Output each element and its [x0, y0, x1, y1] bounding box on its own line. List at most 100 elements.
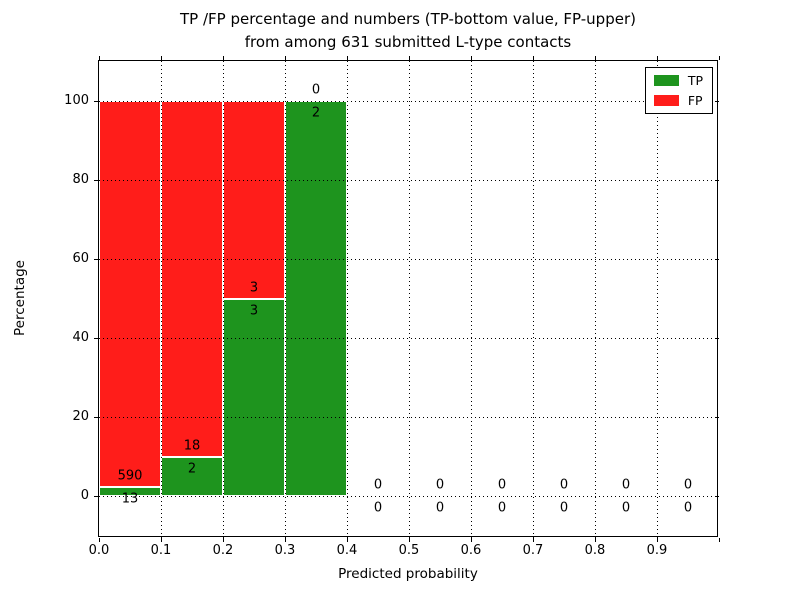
- y-tick-mark-right: [715, 258, 719, 260]
- y-tick-mark-right: [715, 179, 719, 181]
- chart-title-line2: from among 631 submitted L-type contacts: [244, 33, 572, 51]
- tp-count-label: 0: [559, 500, 569, 516]
- tp-count-label: 0: [621, 500, 631, 516]
- y-tick-mark: [93, 416, 98, 418]
- vertical-gridline: [222, 61, 224, 538]
- tp-count-label: 2: [311, 105, 321, 121]
- y-tick-label: 20: [72, 409, 89, 424]
- x-tick-mark: [222, 538, 224, 542]
- y-tick-label: 40: [72, 330, 89, 345]
- x-tick-label: 0.7: [522, 543, 544, 558]
- legend: TP FP: [644, 67, 713, 114]
- y-tick-mark-right: [715, 337, 719, 339]
- fp-bar-segment: [99, 101, 161, 488]
- y-tick-label: 80: [72, 172, 89, 187]
- y-tick-mark: [93, 337, 98, 339]
- y-axis-label: Percentage: [12, 260, 28, 336]
- y-tick-mark-right: [715, 495, 719, 497]
- x-tick-mark: [346, 538, 348, 542]
- chart-title: TP /FP percentage and numbers (TP-bottom…: [98, 8, 718, 54]
- x-tick-mark-top: [532, 55, 534, 60]
- vertical-gridline: [346, 61, 348, 538]
- fp-count-label: 0: [497, 477, 507, 493]
- tp-count-label: 0: [373, 500, 383, 516]
- x-tick-mark-top: [718, 55, 720, 60]
- fp-bar-segment: [223, 101, 285, 299]
- x-tick-label: 0.2: [212, 543, 234, 558]
- tp-count-label: 2: [187, 461, 197, 476]
- x-tick-mark-top: [98, 55, 100, 60]
- x-tick-mark: [408, 538, 410, 542]
- fp-count-label: 18: [183, 438, 201, 453]
- x-tick-label: 0.1: [150, 543, 172, 558]
- fp-count-label: 0: [621, 477, 631, 493]
- x-tick-label: 0.5: [398, 543, 420, 558]
- tp-count-label: 3: [249, 303, 259, 318]
- tp-legend-label: TP: [687, 73, 703, 88]
- tp-count-label: 0: [435, 500, 445, 516]
- horizontal-gridline: [99, 495, 719, 497]
- fp-count-label: 0: [435, 477, 445, 493]
- vertical-gridline: [160, 61, 162, 538]
- fp-bar-segment: [161, 101, 223, 457]
- x-tick-mark: [594, 538, 596, 542]
- x-tick-label: 0.3: [274, 543, 296, 558]
- x-tick-label: 0.6: [460, 543, 482, 558]
- horizontal-gridline: [99, 100, 719, 102]
- tp-count-label: 13: [121, 491, 139, 507]
- fp-count-label: 0: [559, 477, 569, 493]
- x-tick-label: 0.4: [336, 543, 358, 558]
- x-tick-mark-top: [470, 55, 472, 60]
- vertical-gridline: [284, 61, 286, 538]
- vertical-gridline: [656, 61, 658, 538]
- x-axis-label: Predicted probability: [338, 566, 478, 582]
- y-tick-label: 100: [64, 93, 89, 108]
- horizontal-gridline: [99, 258, 719, 260]
- y-tick-mark: [93, 100, 98, 102]
- x-tick-label: 0.8: [584, 543, 606, 558]
- x-tick-mark: [470, 538, 472, 542]
- fp-count-label: 0: [683, 477, 693, 493]
- x-tick-mark-top: [160, 55, 162, 60]
- tp-count-label: 0: [683, 500, 693, 516]
- tp-count-label: 0: [497, 500, 507, 516]
- x-tick-mark-top: [594, 55, 596, 60]
- x-tick-mark: [98, 538, 100, 542]
- vertical-gridline: [594, 61, 596, 538]
- y-tick-mark: [93, 179, 98, 181]
- x-tick-mark: [718, 538, 720, 542]
- x-tick-label: 0.0: [88, 543, 110, 558]
- vertical-gridline: [532, 61, 534, 538]
- y-tick-mark: [93, 495, 98, 497]
- y-tick-label: 0: [80, 488, 89, 503]
- tp-legend-swatch-icon: [653, 75, 679, 86]
- tp-bar-segment: [285, 101, 347, 496]
- fp-count-label: 3: [249, 280, 259, 295]
- plot-area: TP FP 0.0 0.1 0.2 0.3 0.4 0.5 0.6 0.7 0.8 0.9 0 20 4…: [64, 55, 720, 558]
- legend-item-fp: FP: [653, 93, 703, 108]
- vertical-gridline: [470, 61, 472, 538]
- chart-title-line1: TP /FP percentage and numbers (TP-bottom…: [180, 10, 636, 28]
- x-tick-label: 0.9: [646, 543, 668, 558]
- x-tick-mark-top: [222, 55, 224, 60]
- horizontal-gridline: [99, 416, 719, 418]
- legend-item-tp: TP: [653, 73, 703, 88]
- vertical-gridline: [408, 61, 410, 538]
- x-tick-mark: [284, 538, 286, 542]
- fp-legend-label: FP: [687, 93, 703, 108]
- y-tick-mark-right: [715, 416, 719, 418]
- fp-count-label: 0: [311, 82, 321, 98]
- horizontal-gridline: [99, 179, 719, 181]
- x-tick-mark-top: [408, 55, 410, 60]
- x-tick-mark: [160, 538, 162, 542]
- y-tick-label: 60: [72, 251, 89, 266]
- x-tick-mark: [656, 538, 658, 542]
- x-tick-mark-top: [656, 55, 658, 60]
- x-tick-mark-top: [346, 55, 348, 60]
- y-tick-mark-right: [715, 100, 719, 102]
- horizontal-gridline: [99, 337, 719, 339]
- y-tick-mark: [93, 258, 98, 260]
- x-tick-mark-top: [284, 55, 286, 60]
- fp-count-label: 0: [373, 477, 383, 493]
